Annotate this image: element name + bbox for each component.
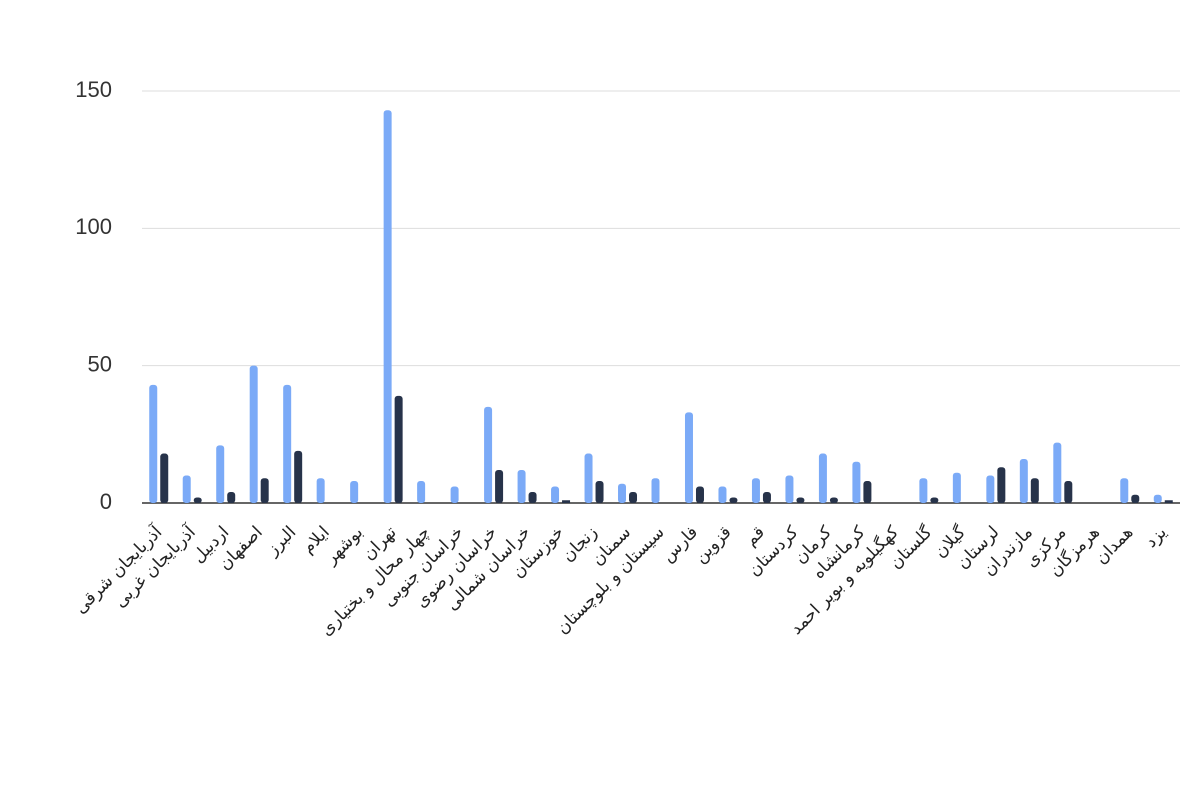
bar [695, 486, 704, 503]
bar [629, 492, 638, 503]
bar [952, 472, 961, 503]
bar [1120, 478, 1129, 503]
bar [182, 475, 191, 503]
bar [551, 486, 560, 503]
bar [919, 478, 928, 503]
bar [417, 481, 426, 503]
bar [852, 461, 861, 503]
bar [729, 497, 738, 503]
bar [751, 478, 760, 503]
bar [584, 453, 593, 503]
bar [227, 492, 236, 503]
bar [316, 478, 325, 503]
bar [997, 467, 1006, 503]
x-tick-label: البرز [262, 522, 300, 560]
bar [930, 497, 939, 503]
bar [684, 412, 693, 503]
x-tick-label: همدان [1091, 522, 1137, 568]
bar [450, 486, 459, 503]
bar [1064, 481, 1073, 503]
x-tick-label: قزوین [691, 522, 736, 567]
bar [1053, 442, 1062, 503]
bar [495, 470, 504, 503]
bar [818, 453, 827, 503]
bar [193, 497, 202, 503]
y-tick-label: 0 [100, 489, 112, 514]
bar [651, 478, 660, 503]
x-tick-label: فارس [658, 522, 702, 566]
bar [394, 395, 403, 503]
y-tick-label: 150 [75, 77, 112, 102]
bar [1153, 494, 1162, 503]
bar [517, 470, 526, 503]
bar [986, 475, 995, 503]
bar [249, 365, 258, 503]
bar [595, 481, 604, 503]
x-tick-label: یزد [1141, 522, 1171, 552]
bar [283, 384, 292, 503]
bar [785, 475, 794, 503]
x-tick-label: بوشهر [321, 522, 368, 569]
bar [528, 492, 537, 503]
bar [1019, 459, 1028, 503]
y-tick-label: 100 [75, 214, 112, 239]
bar [829, 497, 838, 503]
bar [350, 481, 359, 503]
bar [160, 453, 169, 503]
bar [718, 486, 727, 503]
bar [149, 384, 158, 503]
bar [1030, 478, 1039, 503]
bar [863, 481, 872, 503]
bar [796, 497, 805, 503]
bar [618, 483, 627, 503]
bar [762, 492, 771, 503]
bar [1164, 500, 1173, 503]
bar [383, 110, 392, 503]
bar [294, 450, 303, 503]
bar [562, 500, 571, 503]
bar [484, 406, 493, 503]
y-tick-label: 50 [88, 351, 112, 376]
bar [1131, 494, 1140, 503]
bar [216, 445, 225, 503]
bar [260, 478, 269, 503]
